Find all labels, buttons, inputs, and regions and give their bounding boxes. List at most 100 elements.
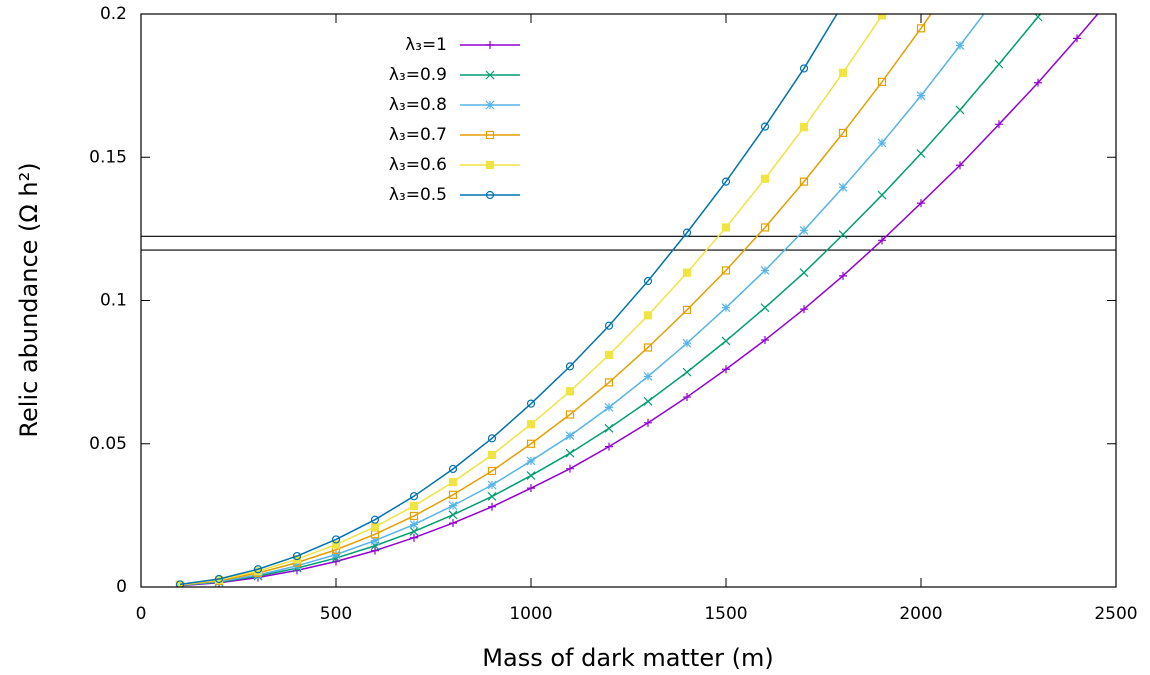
- x-tick-label: 0: [136, 604, 147, 624]
- marker: [955, 41, 965, 50]
- marker: [370, 515, 380, 524]
- marker: [838, 68, 848, 77]
- y-tick-label: 0.05: [89, 434, 127, 454]
- marker: [565, 362, 575, 371]
- marker: [526, 439, 536, 448]
- marker: [916, 24, 926, 33]
- marker: [916, 149, 926, 158]
- marker: [605, 442, 613, 451]
- marker: [643, 311, 653, 320]
- marker: [565, 410, 575, 419]
- marker: [1034, 78, 1042, 87]
- marker: [839, 271, 847, 280]
- marker: [682, 338, 692, 348]
- marker: [604, 402, 614, 412]
- marker: [760, 223, 770, 232]
- marker: [838, 182, 848, 192]
- marker: [800, 305, 808, 314]
- y-axis-label: Relic abundance (Ω h²): [15, 162, 43, 437]
- marker: [448, 478, 458, 487]
- marker: [643, 371, 653, 381]
- marker: [877, 77, 887, 87]
- marker: [799, 123, 809, 132]
- marker: [721, 303, 731, 313]
- marker: [643, 343, 653, 352]
- marker: [643, 396, 653, 406]
- marker: [409, 520, 419, 529]
- marker: [721, 223, 731, 232]
- marker: [487, 434, 497, 443]
- legend-marker: [486, 41, 494, 49]
- marker: [526, 420, 536, 429]
- marker: [682, 367, 692, 377]
- marker: [760, 265, 770, 275]
- marker: [331, 540, 341, 549]
- x-axis-label: Mass of dark matter (m): [482, 644, 773, 672]
- marker: [956, 161, 964, 170]
- marker: [526, 399, 536, 408]
- marker: [449, 519, 457, 528]
- marker: [877, 190, 887, 200]
- marker: [916, 91, 926, 101]
- marker: [487, 450, 497, 460]
- marker: [760, 303, 770, 313]
- marker: [214, 574, 224, 584]
- marker: [877, 138, 887, 148]
- marker: [799, 225, 809, 235]
- marker: [878, 236, 886, 245]
- series-line: [179, 14, 985, 587]
- marker: [409, 501, 419, 511]
- marker: [175, 580, 185, 587]
- marker: [799, 268, 809, 278]
- x-tick-label: 1000: [509, 604, 552, 624]
- legend-label: λ₃=0.9: [389, 65, 447, 85]
- marker: [760, 174, 770, 183]
- marker: [487, 480, 497, 490]
- plot-area: [141, 0, 1116, 587]
- marker: [1073, 34, 1081, 43]
- marker: [409, 492, 419, 501]
- marker: [409, 526, 419, 536]
- marker: [799, 177, 809, 186]
- marker: [877, 14, 887, 20]
- legend-marker: [485, 190, 495, 200]
- marker: [604, 378, 614, 387]
- marker: [371, 546, 379, 555]
- marker: [565, 431, 575, 441]
- marker: [840, 0, 847, 7]
- plot-frame: [140, 13, 1117, 588]
- marker: [331, 550, 341, 560]
- marker: [721, 336, 731, 346]
- legend-marker: [485, 130, 495, 140]
- series-line: [179, 14, 838, 586]
- marker: [448, 490, 458, 499]
- marker: [488, 502, 496, 511]
- legend-label: λ₃=0.6: [389, 155, 447, 175]
- marker: [682, 268, 692, 277]
- marker: [331, 535, 341, 544]
- marker: [487, 466, 497, 476]
- marker: [838, 230, 848, 240]
- marker: [409, 511, 419, 521]
- marker: [448, 510, 458, 520]
- marker: [721, 266, 731, 275]
- x-tick-label: 1500: [704, 604, 747, 624]
- marker: [760, 122, 770, 131]
- marker: [955, 105, 965, 115]
- marker: [682, 228, 692, 237]
- y-tick-label: 0.1: [100, 291, 127, 311]
- legend-label: λ₃=0.8: [389, 95, 447, 115]
- marker: [994, 59, 1004, 69]
- marker: [761, 336, 769, 345]
- marker: [682, 305, 692, 315]
- marker: [448, 501, 458, 511]
- series-line: [179, 14, 884, 586]
- marker: [643, 276, 653, 286]
- marker: [722, 365, 730, 374]
- marker: [565, 387, 575, 396]
- x-tick-label: 2000: [899, 604, 942, 624]
- marker: [604, 350, 614, 360]
- marker: [487, 492, 497, 501]
